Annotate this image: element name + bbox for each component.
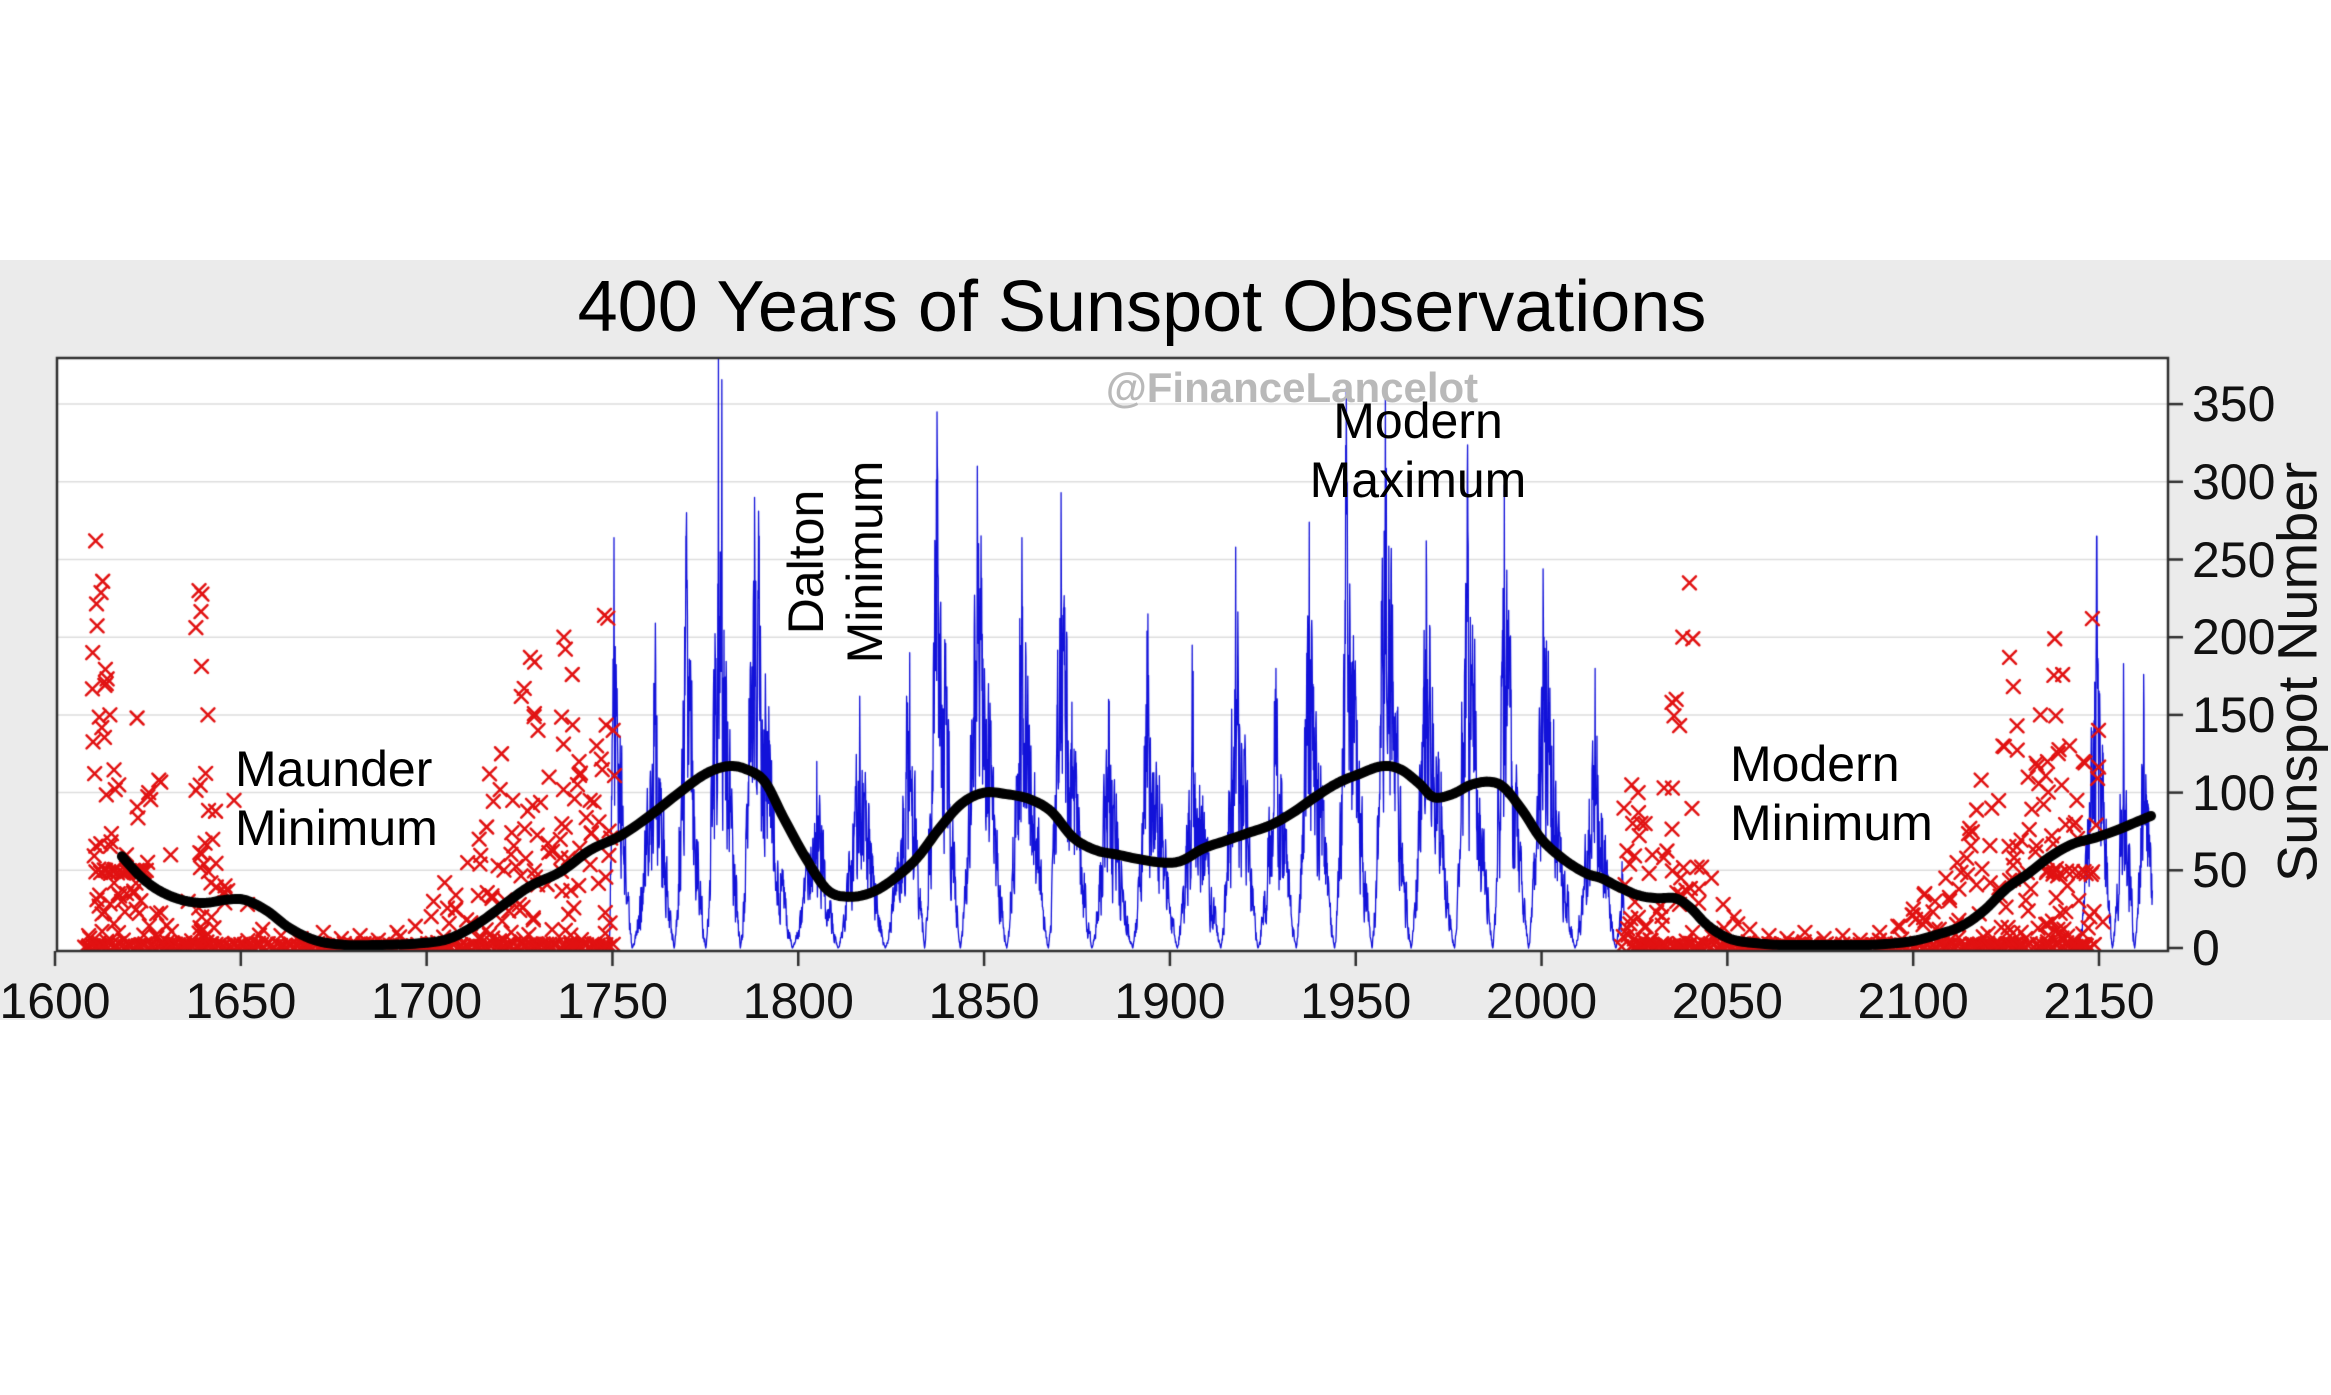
y-tick-label: 250: [2192, 531, 2276, 588]
x-tick-label: 2050: [1671, 973, 1783, 1029]
y-tick-label: 0: [2192, 920, 2220, 976]
x-tick-label: 2150: [2043, 973, 2155, 1029]
y-tick-label: 350: [2192, 376, 2276, 433]
x-tick-label: 1650: [185, 973, 297, 1029]
annotation-modern-minimum: Modern Minimum: [1730, 735, 1933, 853]
annotation-line: Maximum: [1309, 452, 1527, 508]
annotation-line: Maunder: [235, 741, 433, 797]
x-tick-label: 1700: [371, 973, 483, 1029]
y-tick-label: 200: [2192, 609, 2276, 666]
annotation-dalton-minimum: Dalton Minimum: [777, 461, 895, 664]
y-tick-label: 100: [2192, 764, 2276, 821]
annotation-maunder-minimum: Maunder Minimum: [235, 740, 438, 858]
x-tick-label: 1800: [742, 973, 854, 1029]
chart-title: 400 Years of Sunspot Observations: [577, 267, 1707, 347]
annotation-line: Dalton: [778, 489, 834, 635]
annotation-modern-maximum: Modern Maximum: [1310, 392, 1527, 510]
y-tick-label: 50: [2192, 842, 2248, 899]
annotation-line: Minimum: [235, 800, 438, 856]
x-tick-label: 1850: [928, 973, 1040, 1029]
x-tick-label: 2100: [1857, 973, 1969, 1029]
x-tick-label: 1600: [0, 973, 111, 1029]
annotation-line: Minimum: [837, 460, 893, 664]
x-tick-label: 2000: [1485, 973, 1598, 1029]
y-tick-label: 300: [2192, 453, 2276, 510]
annotation-line: Modern: [1333, 393, 1503, 449]
y-axis-title: Sunspot Number: [2265, 461, 2329, 883]
y-tick-label: 150: [2192, 686, 2276, 743]
x-tick-label: 1950: [1300, 973, 1412, 1029]
watermark: @FinanceLancelot: [1105, 364, 1479, 411]
x-tick-label: 1750: [556, 973, 669, 1029]
annotation-line: Modern: [1730, 736, 1900, 792]
annotation-line: Minimum: [1730, 795, 1933, 851]
x-tick-label: 1900: [1114, 973, 1226, 1029]
